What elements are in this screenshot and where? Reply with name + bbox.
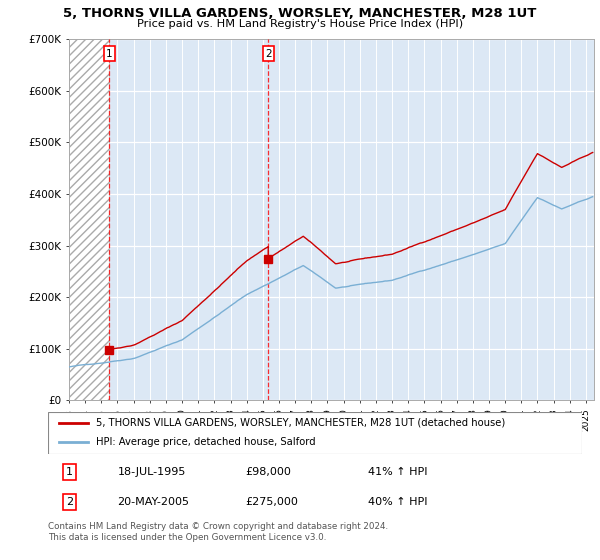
Text: Price paid vs. HM Land Registry's House Price Index (HPI): Price paid vs. HM Land Registry's House …: [137, 19, 463, 29]
Text: 5, THORNS VILLA GARDENS, WORSLEY, MANCHESTER, M28 1UT: 5, THORNS VILLA GARDENS, WORSLEY, MANCHE…: [64, 7, 536, 20]
Text: £98,000: £98,000: [245, 467, 292, 477]
Text: 1: 1: [106, 49, 113, 59]
Text: 2: 2: [265, 49, 272, 59]
Text: 41% ↑ HPI: 41% ↑ HPI: [368, 467, 428, 477]
Text: 40% ↑ HPI: 40% ↑ HPI: [368, 497, 428, 507]
Text: Contains HM Land Registry data © Crown copyright and database right 2024.
This d: Contains HM Land Registry data © Crown c…: [48, 522, 388, 542]
Text: 18-JUL-1995: 18-JUL-1995: [118, 467, 186, 477]
Text: 20-MAY-2005: 20-MAY-2005: [118, 497, 190, 507]
Text: HPI: Average price, detached house, Salford: HPI: Average price, detached house, Salf…: [96, 437, 316, 447]
Text: £275,000: £275,000: [245, 497, 298, 507]
Text: 5, THORNS VILLA GARDENS, WORSLEY, MANCHESTER, M28 1UT (detached house): 5, THORNS VILLA GARDENS, WORSLEY, MANCHE…: [96, 418, 505, 428]
Bar: [69, 39, 109, 400]
Text: 1: 1: [66, 467, 73, 477]
Text: 2: 2: [66, 497, 73, 507]
